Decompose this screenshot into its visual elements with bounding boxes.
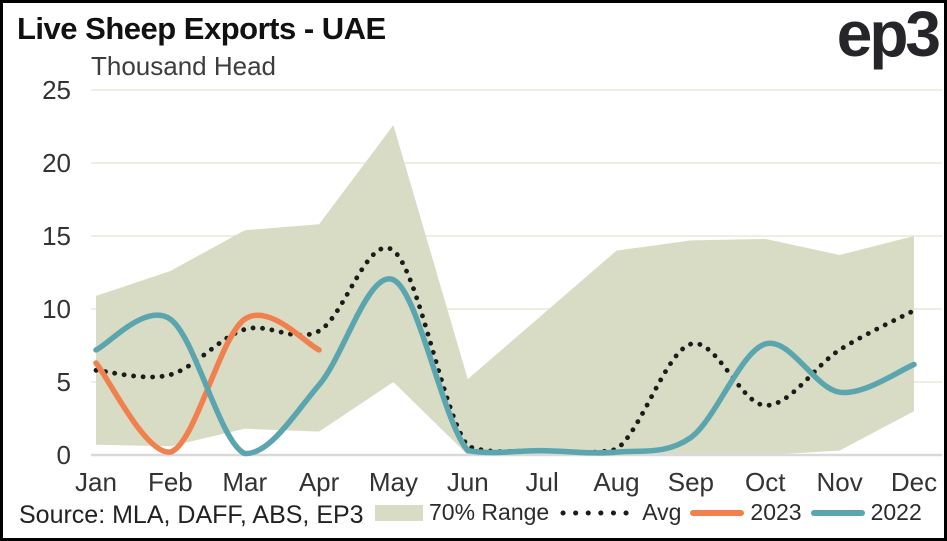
series-line-2022 [93,276,917,457]
x-tick-label: Jun [447,467,489,497]
y-tick-label: 15 [42,221,71,251]
x-axis-labels: Jan Feb Mar Apr May Jun Jul Aug Sep Oct Nov Dec [75,467,937,497]
series-lines [93,245,917,457]
legend-label-2022: 2022 [870,499,922,525]
solid-line-2023-icon [690,509,745,516]
legend-item-avg: Avg [558,499,681,526]
legend-item-2022: 2022 [810,499,922,526]
band-70-range [96,125,914,455]
band-swatch-icon [375,504,423,521]
legend-label-avg: Avg [642,499,682,525]
y-tick-label: 0 [57,440,71,470]
dotted-line-icon [560,510,637,515]
x-tick-label: Jan [75,467,117,497]
x-tick-label: Mar [222,467,267,497]
y-tick-label: 20 [42,148,71,178]
y-axis-unit-label: Thousand Head [91,51,277,81]
x-tick-label: Jul [526,467,559,497]
y-tick-label: 5 [57,367,71,397]
x-tick-label: Aug [593,467,639,497]
chart-plot: 0 5 10 15 20 25 Jan Feb Mar Apr May Jun Jul Aug Sep Oc… [42,75,942,497]
page-title: Live Sheep Exports - UAE [17,11,386,46]
solid-line-2022-icon [810,509,865,516]
y-tick-label: 10 [42,294,71,324]
ep3-logo: ep3 [836,0,941,70]
x-tick-label: Dec [891,467,937,497]
legend-label-70-range: 70% Range [429,499,550,525]
series-line-2023 [93,312,322,455]
y-axis-labels: 0 5 10 15 20 25 [42,75,71,470]
legend-label-2023: 2023 [750,499,802,525]
x-tick-label: Feb [148,467,193,497]
x-tick-label: Sep [668,467,714,497]
legend-item-70-range: 70% Range [375,499,549,526]
x-tick-label: Oct [745,467,786,497]
x-tick-label: Nov [816,467,862,497]
legend: 70% Range Avg 2023 2022 [375,499,922,526]
y-tick-label: 25 [42,75,71,105]
source-note: Source: MLA, DAFF, ABS, EP3 [19,501,364,529]
x-tick-label: Apr [299,467,340,497]
x-tick-label: May [369,467,418,497]
band-polygon [96,125,914,455]
legend-item-2023: 2023 [690,499,802,526]
